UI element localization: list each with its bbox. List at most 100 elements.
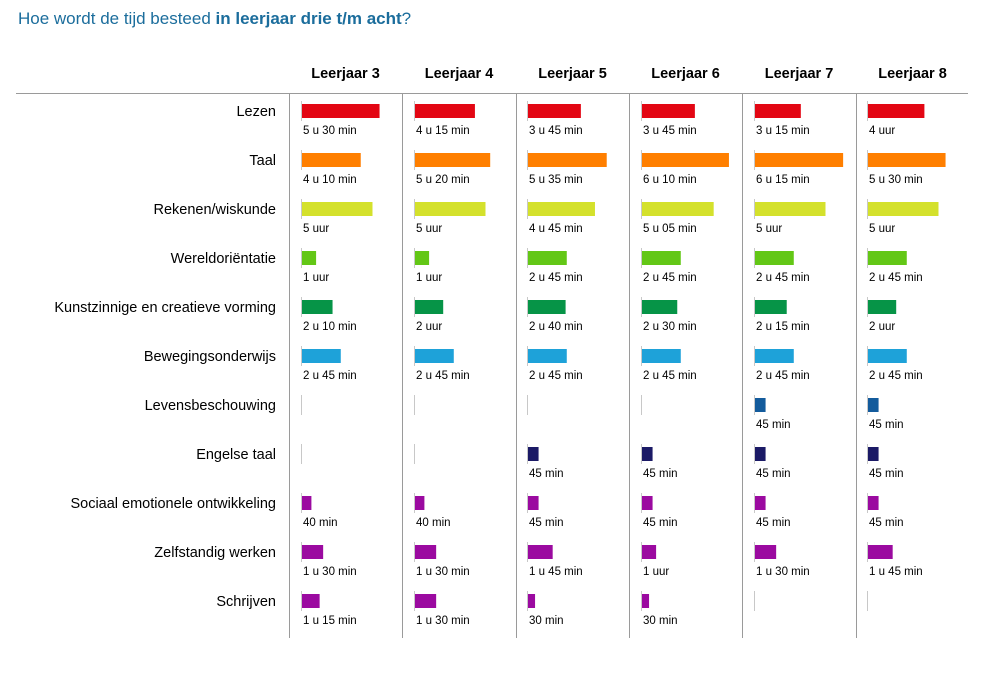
value-label: 5 u 30 min <box>303 125 357 137</box>
bar-wereldorientatie-8 <box>868 251 907 265</box>
bar-rekenen-wiskunde-7 <box>755 202 826 216</box>
bar-wereldorientatie-4 <box>415 251 430 265</box>
bar-taal-6 <box>642 153 729 167</box>
bar-taal-4 <box>415 153 491 167</box>
value-label: 45 min <box>756 468 791 480</box>
bar-zelfstandig-werken-3 <box>302 545 324 559</box>
bar-lezen-4 <box>415 104 475 118</box>
value-label: 5 uur <box>869 223 895 235</box>
bar-rekenen-wiskunde-6 <box>642 202 714 216</box>
bar-taal-7 <box>755 153 844 167</box>
title-prefix: Hoe wordt de tijd besteed <box>18 9 216 28</box>
value-label: 30 min <box>643 615 678 627</box>
value-label: 2 u 45 min <box>303 370 357 382</box>
value-label: 1 u 45 min <box>869 566 923 578</box>
row-label-lezen: Lezen <box>236 104 276 120</box>
bar-rekenen-wiskunde-8 <box>868 202 939 216</box>
value-label: 2 u 45 min <box>643 272 697 284</box>
value-label: 2 uur <box>416 321 442 333</box>
value-label: 2 u 45 min <box>756 370 810 382</box>
value-label: 2 u 45 min <box>869 272 923 284</box>
bar-wereldorientatie-3 <box>302 251 317 265</box>
bar-bewegingsonderwijs-4 <box>415 349 454 363</box>
bar-kunstzinnige-en-creatieve-vorming-3 <box>302 300 333 314</box>
row-label-wereldorientatie: Wereldoriëntatie <box>171 251 276 267</box>
value-label: 5 u 30 min <box>869 174 923 186</box>
row-label-engelse-taal: Engelse taal <box>196 447 276 463</box>
bar-bewegingsonderwijs-8 <box>868 349 907 363</box>
bar-kunstzinnige-en-creatieve-vorming-7 <box>755 300 787 314</box>
bar-taal-8 <box>868 153 946 167</box>
value-label: 5 u 35 min <box>529 174 583 186</box>
value-label: 2 u 45 min <box>869 370 923 382</box>
value-label: 4 u 45 min <box>529 223 583 235</box>
value-label: 4 u 15 min <box>416 125 470 137</box>
bar-lezen-6 <box>642 104 695 118</box>
column-header-leerjaar-6: Leerjaar 6 <box>651 66 720 82</box>
bar-zelfstandig-werken-8 <box>868 545 893 559</box>
value-label: 45 min <box>643 517 678 529</box>
value-label: 1 u 15 min <box>303 615 357 627</box>
row-label-rekenen-wiskunde: Rekenen/wiskunde <box>153 202 276 218</box>
bar-kunstzinnige-en-creatieve-vorming-4 <box>415 300 444 314</box>
bar-zelfstandig-werken-7 <box>755 545 777 559</box>
value-label: 6 u 15 min <box>756 174 810 186</box>
bar-bewegingsonderwijs-5 <box>528 349 567 363</box>
bar-engelse-taal-5 <box>528 447 539 461</box>
bar-wereldorientatie-5 <box>528 251 567 265</box>
bar-rekenen-wiskunde-5 <box>528 202 595 216</box>
value-label: 1 u 30 min <box>416 615 470 627</box>
column-header-leerjaar-3: Leerjaar 3 <box>311 66 380 82</box>
row-label-taal: Taal <box>249 153 276 169</box>
bar-engelse-taal-8 <box>868 447 879 461</box>
column-header-leerjaar-4: Leerjaar 4 <box>425 66 494 82</box>
row-label-sociaal-emotionele-ontwikkeling: Sociaal emotionele ontwikkeling <box>70 496 276 512</box>
value-label: 45 min <box>869 419 904 431</box>
bar-levensbeschouwing-8 <box>868 398 879 412</box>
value-label: 2 u 15 min <box>756 321 810 333</box>
bar-taal-5 <box>528 153 607 167</box>
value-label: 2 u 45 min <box>643 370 697 382</box>
bar-sociaal-emotionele-ontwikkeling-3 <box>302 496 312 510</box>
value-label: 45 min <box>869 468 904 480</box>
bar-sociaal-emotionele-ontwikkeling-5 <box>528 496 539 510</box>
value-label: 5 uur <box>756 223 782 235</box>
value-label: 5 uur <box>303 223 329 235</box>
value-label: 6 u 10 min <box>643 174 697 186</box>
bar-bewegingsonderwijs-3 <box>302 349 341 363</box>
row-label-kunstzinnige-en-creatieve-vorming: Kunstzinnige en creatieve vorming <box>54 300 276 316</box>
value-label: 3 u 15 min <box>756 125 810 137</box>
bar-sociaal-emotionele-ontwikkeling-8 <box>868 496 879 510</box>
value-label: 5 uur <box>416 223 442 235</box>
bar-sociaal-emotionele-ontwikkeling-7 <box>755 496 766 510</box>
bar-sociaal-emotionele-ontwikkeling-4 <box>415 496 425 510</box>
value-label: 30 min <box>529 615 564 627</box>
bar-kunstzinnige-en-creatieve-vorming-6 <box>642 300 678 314</box>
bar-wereldorientatie-7 <box>755 251 794 265</box>
bar-rekenen-wiskunde-3 <box>302 202 373 216</box>
bar-taal-3 <box>302 153 361 167</box>
value-label: 2 u 45 min <box>416 370 470 382</box>
row-label-schrijven: Schrijven <box>216 594 276 610</box>
bar-lezen-3 <box>302 104 380 118</box>
column-header-leerjaar-5: Leerjaar 5 <box>538 66 607 82</box>
row-label-levensbeschouwing: Levensbeschouwing <box>145 398 276 414</box>
value-label: 45 min <box>643 468 678 480</box>
value-label: 2 u 10 min <box>303 321 357 333</box>
value-label: 1 uur <box>303 272 329 284</box>
value-label: 45 min <box>529 517 564 529</box>
value-label: 1 u 30 min <box>303 566 357 578</box>
value-label: 5 u 20 min <box>416 174 470 186</box>
bar-levensbeschouwing-7 <box>755 398 766 412</box>
column-header-leerjaar-7: Leerjaar 7 <box>765 66 834 82</box>
bar-schrijven-3 <box>302 594 320 608</box>
value-label: 1 uur <box>416 272 442 284</box>
value-label: 1 u 30 min <box>416 566 470 578</box>
bar-schrijven-5 <box>528 594 536 608</box>
bar-bewegingsonderwijs-7 <box>755 349 794 363</box>
value-label: 5 u 05 min <box>643 223 697 235</box>
value-label: 1 u 45 min <box>529 566 583 578</box>
value-label: 45 min <box>869 517 904 529</box>
value-label: 40 min <box>303 517 338 529</box>
